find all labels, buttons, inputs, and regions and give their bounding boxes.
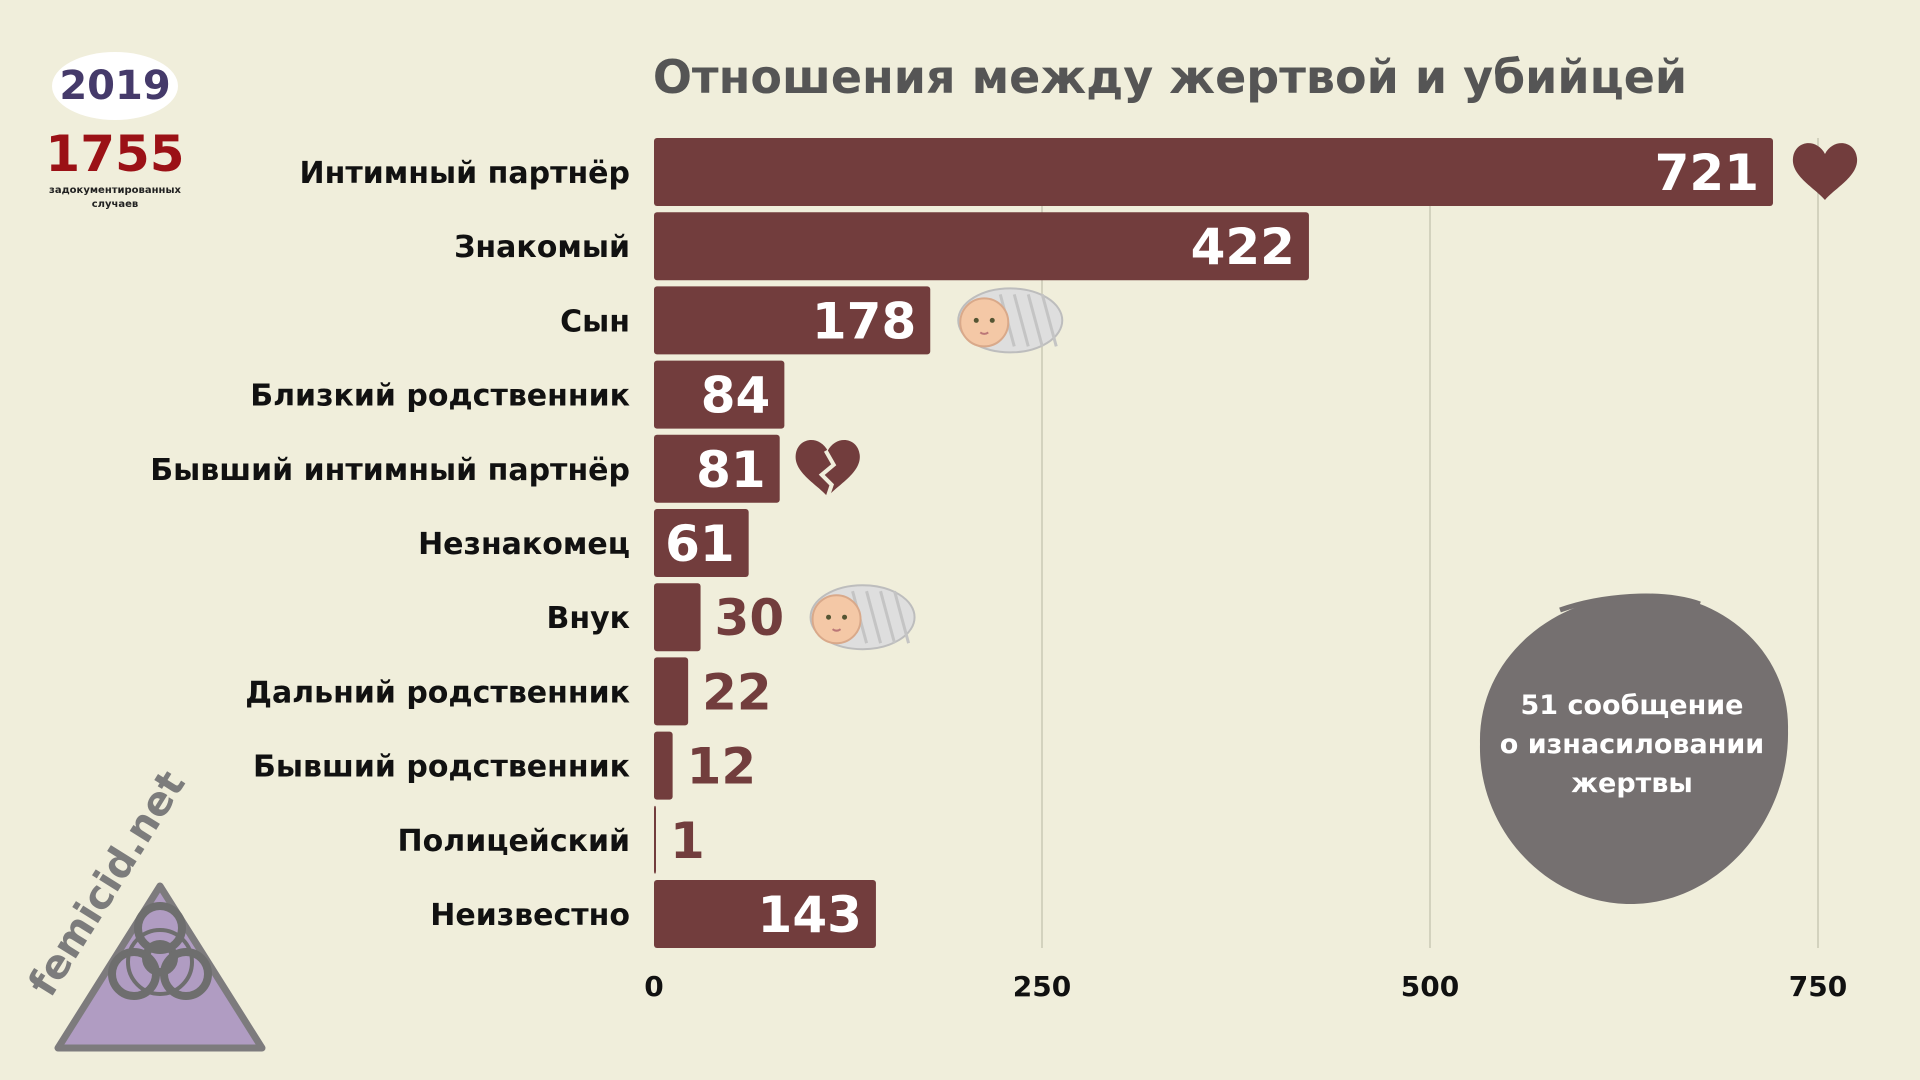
rape-reports-callout: 51 сообщение о изнасиловании жертвы bbox=[1482, 686, 1782, 803]
caption-line-2: случаев bbox=[91, 199, 139, 210]
bar bbox=[654, 583, 701, 652]
year-badge: 2019 bbox=[52, 52, 178, 120]
y-category-label: Дальний родственник bbox=[245, 675, 630, 710]
data-label: 1 bbox=[670, 812, 705, 870]
biohazard-logo bbox=[54, 882, 266, 1052]
bar bbox=[654, 138, 1773, 206]
bar bbox=[654, 509, 749, 577]
y-category-label: Незнакомец bbox=[418, 527, 630, 562]
x-tick-label: 750 bbox=[1789, 970, 1847, 1003]
y-category-label: Знакомый bbox=[454, 230, 630, 265]
biohazard-icon bbox=[108, 902, 212, 1000]
y-category-label: Близкий родственник bbox=[250, 379, 630, 414]
data-label: 81 bbox=[696, 441, 766, 499]
bars: Интимный партнёр 721 Знакомый 422 Сын 178 Близ… bbox=[150, 138, 1858, 948]
callout-line-1: 51 сообщение bbox=[1520, 690, 1744, 721]
x-tick-label: 250 bbox=[1013, 970, 1071, 1003]
x-tick-label: 0 bbox=[644, 970, 663, 1003]
data-label: 143 bbox=[758, 886, 862, 944]
y-category-label: Бывший родственник bbox=[253, 750, 630, 785]
data-label: 30 bbox=[715, 589, 785, 647]
data-label: 178 bbox=[812, 292, 916, 350]
bar bbox=[654, 286, 931, 355]
baby-icon bbox=[957, 287, 1064, 354]
callout-line-2: о изнасиловании bbox=[1499, 729, 1765, 760]
y-category-label: Неизвестно bbox=[430, 898, 630, 933]
bar bbox=[654, 880, 876, 948]
callout-circle-brush bbox=[1559, 593, 1701, 613]
data-label: 22 bbox=[702, 663, 772, 721]
data-label: 84 bbox=[701, 367, 771, 425]
bar bbox=[654, 360, 785, 429]
data-label: 422 bbox=[1191, 218, 1295, 276]
baby-icon bbox=[809, 584, 916, 651]
gridlines: 0 250 500 750 bbox=[644, 138, 1847, 1003]
y-category-label: Интимный партнёр bbox=[300, 156, 630, 191]
callout-line-3: жертвы bbox=[1571, 768, 1693, 799]
bar bbox=[654, 731, 673, 800]
bar bbox=[654, 212, 1309, 281]
bar bbox=[654, 805, 656, 874]
x-tick-label: 500 bbox=[1401, 970, 1459, 1003]
y-category-label: Бывший интимный партнёр bbox=[150, 453, 630, 488]
data-label: 61 bbox=[665, 515, 735, 573]
data-label: 721 bbox=[1655, 144, 1759, 202]
chart-title: Отношения между жертвой и убийцей bbox=[652, 50, 1688, 104]
total-cases-count: 1755 bbox=[45, 125, 185, 183]
rape-reports-callout-circle bbox=[1479, 593, 1789, 905]
bar bbox=[654, 434, 780, 503]
y-category-label: Внук bbox=[546, 601, 630, 636]
heart-icon bbox=[1792, 143, 1858, 200]
total-cases-caption: задокументированных случаев bbox=[40, 184, 190, 212]
data-label: 12 bbox=[687, 738, 757, 796]
caption-line-1: задокументированных bbox=[49, 185, 181, 196]
bar bbox=[654, 657, 689, 726]
broken-heart-icon bbox=[795, 439, 860, 498]
y-category-label: Полицейский bbox=[398, 824, 631, 859]
callout-circle bbox=[1479, 593, 1789, 905]
y-category-label: Сын bbox=[560, 304, 630, 339]
